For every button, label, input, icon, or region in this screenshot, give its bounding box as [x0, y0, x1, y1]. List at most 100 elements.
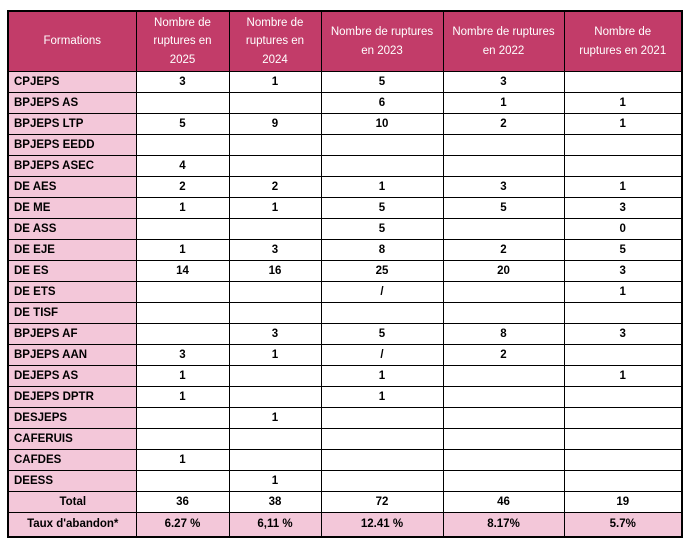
row-label: BPJEPS ASEC [7, 155, 137, 178]
value-cell [442, 428, 565, 451]
row-label: CAFDES [7, 449, 137, 472]
value-cell [320, 134, 444, 157]
column-header: Nombre de ruptures en 2021 [563, 10, 683, 73]
ruptures-table: Formations Nombre de ruptures en 2025 Nom… [7, 10, 683, 538]
table-row: DE AES 2 2 1 3 1 [7, 176, 683, 199]
column-header: Nombre de ruptures en 2024 [228, 10, 322, 73]
row-label: BPJEPS EEDD [7, 134, 137, 157]
total-value: 72 [320, 491, 444, 514]
row-label: DE ASS [7, 218, 137, 241]
value-cell [135, 281, 230, 304]
total-value: 38 [228, 491, 322, 514]
total-value: 46 [442, 491, 565, 514]
value-cell [320, 470, 444, 493]
value-cell: 1 [228, 197, 322, 220]
value-cell: 2 [442, 239, 565, 262]
value-cell: 1 [563, 92, 683, 115]
row-label: DE TISF [7, 302, 137, 325]
value-cell [563, 407, 683, 430]
row-label: DE EJE [7, 239, 137, 262]
value-cell: 25 [320, 260, 444, 283]
value-cell: 1 [228, 71, 322, 94]
abandon-rate-row: Taux d'abandon* 6.27 % 6,11 % 12.41 % 8.17% 5… [7, 512, 683, 538]
value-cell [228, 134, 322, 157]
value-cell: 3 [442, 71, 565, 94]
table-row: DEESS 1 [7, 470, 683, 493]
value-cell: 6 [320, 92, 444, 115]
row-label: BPJEPS LTP [7, 113, 137, 136]
value-cell [563, 386, 683, 409]
table-row: DEJEPS AS 1 1 1 [7, 365, 683, 388]
row-label: DE ES [7, 260, 137, 283]
table-row: BPJEPS AF 3 5 8 3 [7, 323, 683, 346]
value-cell: 3 [228, 323, 322, 346]
rate-value: 6,11 % [228, 512, 322, 538]
value-cell [442, 365, 565, 388]
value-cell [563, 470, 683, 493]
value-cell: 1 [135, 239, 230, 262]
table-row: DE TISF [7, 302, 683, 325]
value-cell: 2 [442, 113, 565, 136]
rate-value: 8.17% [442, 512, 565, 538]
column-header-formations: Formations [7, 10, 137, 73]
value-cell [135, 302, 230, 325]
value-cell [563, 449, 683, 472]
value-cell [320, 407, 444, 430]
table-row: DE ETS / 1 [7, 281, 683, 304]
value-cell: 3 [228, 239, 322, 262]
value-cell: 3 [135, 344, 230, 367]
value-cell: 0 [563, 218, 683, 241]
value-cell: 1 [563, 176, 683, 199]
value-cell: 3 [563, 260, 683, 283]
total-value: 36 [135, 491, 230, 514]
value-cell: 14 [135, 260, 230, 283]
value-cell [228, 365, 322, 388]
total-value: 19 [563, 491, 683, 514]
value-cell: 2 [442, 344, 565, 367]
value-cell [442, 302, 565, 325]
table-row: DEJEPS DPTR 1 1 [7, 386, 683, 409]
row-label: BPJEPS AF [7, 323, 137, 346]
value-cell: 3 [563, 197, 683, 220]
value-cell [135, 407, 230, 430]
value-cell: 3 [135, 71, 230, 94]
value-cell [442, 470, 565, 493]
value-cell: 1 [563, 365, 683, 388]
value-cell [442, 218, 565, 241]
value-cell [228, 428, 322, 451]
value-cell: 2 [228, 176, 322, 199]
value-cell: 8 [320, 239, 444, 262]
value-cell: 10 [320, 113, 444, 136]
value-cell: 1 [563, 113, 683, 136]
value-cell: 1 [563, 281, 683, 304]
total-label: Total [7, 491, 137, 514]
value-cell: 2 [135, 176, 230, 199]
value-cell [228, 92, 322, 115]
value-cell: 9 [228, 113, 322, 136]
table-body: CPJEPS 3 1 5 3 BPJEPS AS 6 1 1 BPJEPS LTP 5 9 10 2 1 BP… [7, 71, 683, 538]
table-row: BPJEPS AAN 3 1/2 [7, 344, 683, 367]
value-cell [563, 302, 683, 325]
row-label: DEJEPS AS [7, 365, 137, 388]
value-cell: 3 [442, 176, 565, 199]
value-cell [228, 386, 322, 409]
value-cell: 20 [442, 260, 565, 283]
row-label: BPJEPS AAN [7, 344, 137, 367]
value-cell [320, 449, 444, 472]
value-cell [228, 281, 322, 304]
value-cell [320, 428, 444, 451]
value-cell: 1 [228, 470, 322, 493]
value-cell [228, 302, 322, 325]
header-row: Formations Nombre de ruptures en 2025 Nom… [7, 10, 683, 73]
value-cell [442, 134, 565, 157]
row-label: DEJEPS DPTR [7, 386, 137, 409]
table-row: BPJEPS ASEC 4 [7, 155, 683, 178]
value-cell [320, 302, 444, 325]
value-cell [228, 155, 322, 178]
row-label: DEESS [7, 470, 137, 493]
value-cell [563, 428, 683, 451]
value-cell: 5 [320, 71, 444, 94]
value-cell: 3 [563, 323, 683, 346]
table-row: BPJEPS AS 6 1 1 [7, 92, 683, 115]
row-label: DE AES [7, 176, 137, 199]
